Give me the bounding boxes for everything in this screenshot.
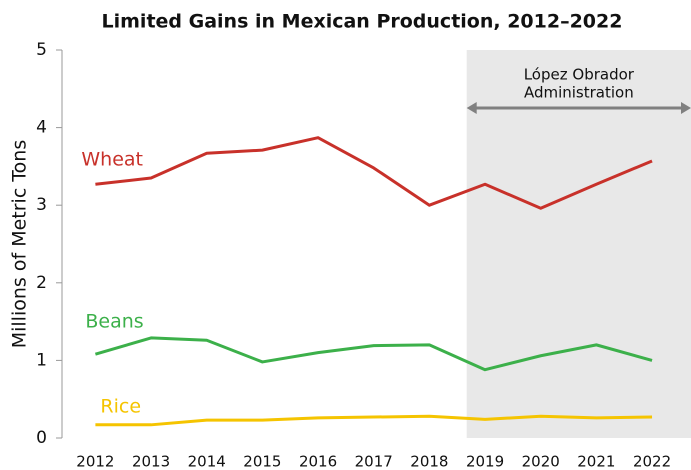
y-tick-label: 1 <box>36 350 47 370</box>
x-tick-label: 2016 <box>299 453 337 470</box>
arrow-head <box>466 102 477 114</box>
series-line <box>94 336 653 372</box>
x-tick-label: 2012 <box>76 453 114 470</box>
x-tick-label: 2015 <box>243 453 281 470</box>
y-tick-label: 3 <box>36 195 47 215</box>
chart-title: Limited Gains in Mexican Production, 201… <box>102 11 623 33</box>
x-tick-label: 2017 <box>355 453 393 470</box>
series-line <box>95 414 653 427</box>
x-tick-label: 2013 <box>132 453 170 470</box>
x-tick-label: 2020 <box>522 453 560 470</box>
shaded-region <box>466 50 691 438</box>
series-label: Rice <box>100 395 141 417</box>
annotation: Administration <box>524 84 634 102</box>
x-tick-label: 2014 <box>188 453 226 470</box>
y-tick-label: 0 <box>36 428 47 448</box>
series-line <box>95 136 653 210</box>
y-tick-label: 2 <box>36 273 47 293</box>
arrow-head <box>681 102 691 114</box>
y-tick-label: 5 <box>36 40 47 60</box>
series-label: Beans <box>85 311 143 333</box>
x-tick-label: 2022 <box>633 453 671 470</box>
y-axis-title: Millions of Metric Tons <box>9 140 31 349</box>
x-tick-label: 2019 <box>466 453 504 470</box>
series-label: Wheat <box>81 149 143 171</box>
x-tick-label: 2021 <box>577 453 615 470</box>
annotation: López Obrador <box>524 66 635 84</box>
x-tick-label: 2018 <box>410 453 448 470</box>
y-tick-label: 4 <box>36 118 47 138</box>
